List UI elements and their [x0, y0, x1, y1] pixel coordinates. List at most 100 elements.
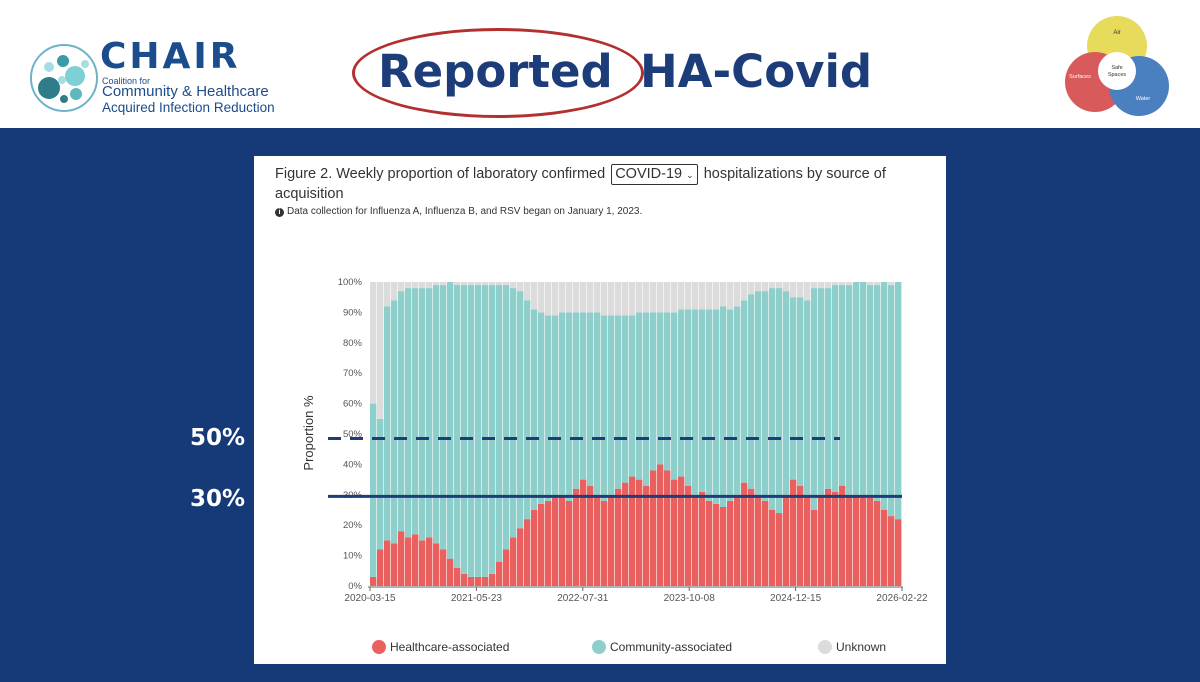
legend-community-label: Community-associated [610, 640, 733, 654]
bar-unknown-33 [601, 282, 608, 316]
bar-healthcare-associated-33 [601, 500, 608, 586]
bar-unknown-28 [566, 282, 573, 313]
bar-community-associated-72 [874, 285, 881, 501]
chair-logo-line1: Community & Healthcare [102, 83, 269, 100]
bar-unknown-60 [790, 282, 797, 298]
bar-community-associated-41 [657, 312, 664, 465]
bar-healthcare-associated-61 [797, 485, 804, 586]
bar-unknown-18 [496, 282, 503, 286]
chair-logo-coalition-text: Coalition for [102, 76, 151, 86]
bar-healthcare-associated-7 [419, 540, 426, 586]
bar-unknown-26 [552, 282, 559, 316]
pathogen-select[interactable]: COVID-19 ⌄ [611, 164, 698, 185]
bar-community-associated-16 [482, 285, 489, 577]
bar-community-associated-40 [650, 312, 657, 471]
bar-healthcare-associated-36 [622, 482, 629, 586]
bar-community-associated-9 [433, 285, 440, 544]
bar-unknown-14 [468, 282, 475, 286]
bar-community-associated-62 [804, 300, 811, 495]
legend-community: Community-associated [592, 640, 732, 654]
bar-unknown-10 [440, 282, 447, 286]
bar-community-associated-37 [629, 315, 636, 477]
bar-unknown-1 [377, 282, 384, 419]
chevron-down-icon: ⌄ [686, 170, 694, 180]
bar-unknown-29 [573, 282, 580, 313]
bar-unknown-61 [797, 282, 804, 298]
bar-community-associated-29 [573, 312, 580, 489]
bar-healthcare-associated-1 [377, 549, 384, 586]
bar-community-associated-30 [580, 312, 587, 480]
bar-healthcare-associated-13 [461, 573, 468, 586]
bar-unknown-4 [398, 282, 405, 292]
bar-unknown-27 [559, 282, 566, 313]
y-tick-label: 40% [343, 459, 363, 470]
y-tick-label: 90% [343, 307, 363, 318]
bar-community-associated-1 [377, 418, 384, 550]
bar-community-associated-22 [524, 300, 531, 520]
bar-healthcare-associated-59 [783, 494, 790, 586]
bar-unknown-46 [692, 282, 699, 310]
bar-unknown-36 [622, 282, 629, 316]
bar-community-associated-71 [867, 285, 874, 498]
bar-healthcare-associated-74 [888, 516, 895, 586]
bar-community-associated-67 [839, 285, 846, 486]
bar-community-associated-58 [776, 288, 783, 514]
bar-unknown-74 [888, 282, 895, 286]
bar-community-associated-44 [678, 309, 685, 477]
bar-community-associated-12 [454, 285, 461, 568]
bar-community-associated-45 [685, 309, 692, 486]
bar-community-associated-35 [615, 315, 622, 489]
legend-community-swatch [592, 640, 606, 654]
bar-community-associated-55 [755, 291, 762, 495]
bar-community-associated-23 [531, 309, 538, 510]
y-tick-label: 0% [348, 581, 362, 592]
bar-unknown-15 [475, 282, 482, 286]
figure-title-suffix: hospitalizations by source of acquisitio… [275, 166, 886, 202]
bar-healthcare-associated-71 [867, 497, 874, 586]
bar-healthcare-associated-69 [853, 494, 860, 586]
bar-healthcare-associated-17 [489, 573, 496, 586]
bar-healthcare-associated-72 [874, 500, 881, 586]
bar-healthcare-associated-31 [587, 485, 594, 586]
y-tick-label: 100% [338, 277, 363, 288]
bar-community-associated-73 [881, 282, 888, 510]
x-axis-ticks: 2020-03-15 2021-05-23 2022-07-31 2023-10-08… [344, 587, 928, 604]
bar-community-associated-65 [825, 288, 832, 489]
bar-unknown-30 [580, 282, 587, 313]
bar-unknown-7 [419, 282, 426, 289]
bar-healthcare-associated-49 [713, 503, 720, 586]
bar-healthcare-associated-4 [398, 531, 405, 586]
bar-healthcare-associated-62 [804, 494, 811, 586]
bar-healthcare-associated-64 [818, 494, 825, 586]
bar-community-associated-34 [608, 315, 615, 495]
bar-healthcare-associated-38 [636, 479, 643, 586]
legend-healthcare-swatch [372, 640, 386, 654]
logo-water-text: Water [1136, 96, 1151, 102]
bar-healthcare-associated-75 [895, 519, 902, 586]
x-tick-label: 2021-05-23 [451, 593, 503, 604]
bar-healthcare-associated-45 [685, 485, 692, 586]
bar-community-associated-33 [601, 315, 608, 501]
bar-unknown-59 [783, 282, 790, 292]
bar-community-associated-43 [671, 312, 678, 480]
bar-healthcare-associated-26 [552, 497, 559, 586]
bar-healthcare-associated-47 [699, 491, 706, 586]
bar-healthcare-associated-14 [468, 576, 475, 586]
bar-unknown-58 [776, 282, 783, 289]
bar-healthcare-associated-60 [790, 479, 797, 586]
bar-community-associated-11 [447, 282, 454, 559]
bar-healthcare-associated-52 [734, 494, 741, 586]
bar-unknown-24 [538, 282, 545, 313]
title-ha-covid: HA-Covid [640, 45, 873, 98]
bar-community-associated-36 [622, 315, 629, 483]
bar-healthcare-associated-50 [720, 506, 727, 586]
bar-community-associated-24 [538, 312, 545, 504]
bar-healthcare-associated-12 [454, 567, 461, 586]
bar-community-associated-28 [566, 312, 573, 501]
bar-unknown-55 [755, 282, 762, 292]
legend-unknown-label: Unknown [836, 640, 887, 654]
bar-healthcare-associated-42 [664, 470, 671, 586]
bar-healthcare-associated-68 [846, 494, 853, 586]
chart-bars [370, 282, 902, 586]
safe-spaces-logo-icon: Air Safe Spaces Surfaces Water [1065, 16, 1169, 116]
